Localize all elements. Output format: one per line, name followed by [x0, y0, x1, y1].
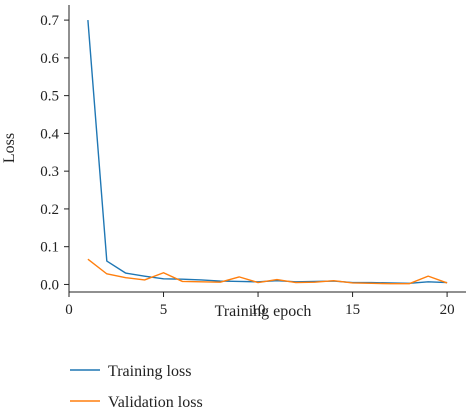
- x-tick-label: 0: [65, 302, 73, 318]
- x-axis-label: Training epoch: [215, 303, 312, 320]
- y-tick-label: 0.4: [40, 126, 59, 142]
- series-line-training-loss: [87, 20, 448, 285]
- tick-marks: 0 5 10 15 20 0.0 0.1 0.2 0.3 0.4 0.5 0.6 0.7: [40, 13, 454, 318]
- y-tick-label: 0.1: [40, 240, 59, 256]
- y-tick-label: 0.3: [40, 164, 59, 180]
- x-tick-label: 5: [160, 302, 168, 318]
- x-tick-label: 20: [440, 302, 455, 318]
- y-tick-label: 0.7: [40, 13, 59, 29]
- legend: Training loss Validation loss: [70, 363, 203, 411]
- x-tick-label: 10: [251, 302, 266, 318]
- y-tick-label: 0.2: [40, 202, 59, 218]
- series-lines: [87, 20, 448, 285]
- series-line-validation-loss: [87, 258, 448, 285]
- legend-label-validation-loss: Validation loss: [108, 394, 203, 411]
- y-tick-label: 0.0: [40, 277, 59, 293]
- y-tick-label: 0.5: [40, 89, 59, 105]
- y-tick-label: 0.6: [40, 51, 59, 67]
- y-axis-label: Loss: [1, 133, 18, 163]
- axes: [68, 5, 466, 293]
- x-tick-label: 15: [345, 302, 360, 318]
- legend-label-training-loss: Training loss: [108, 363, 191, 380]
